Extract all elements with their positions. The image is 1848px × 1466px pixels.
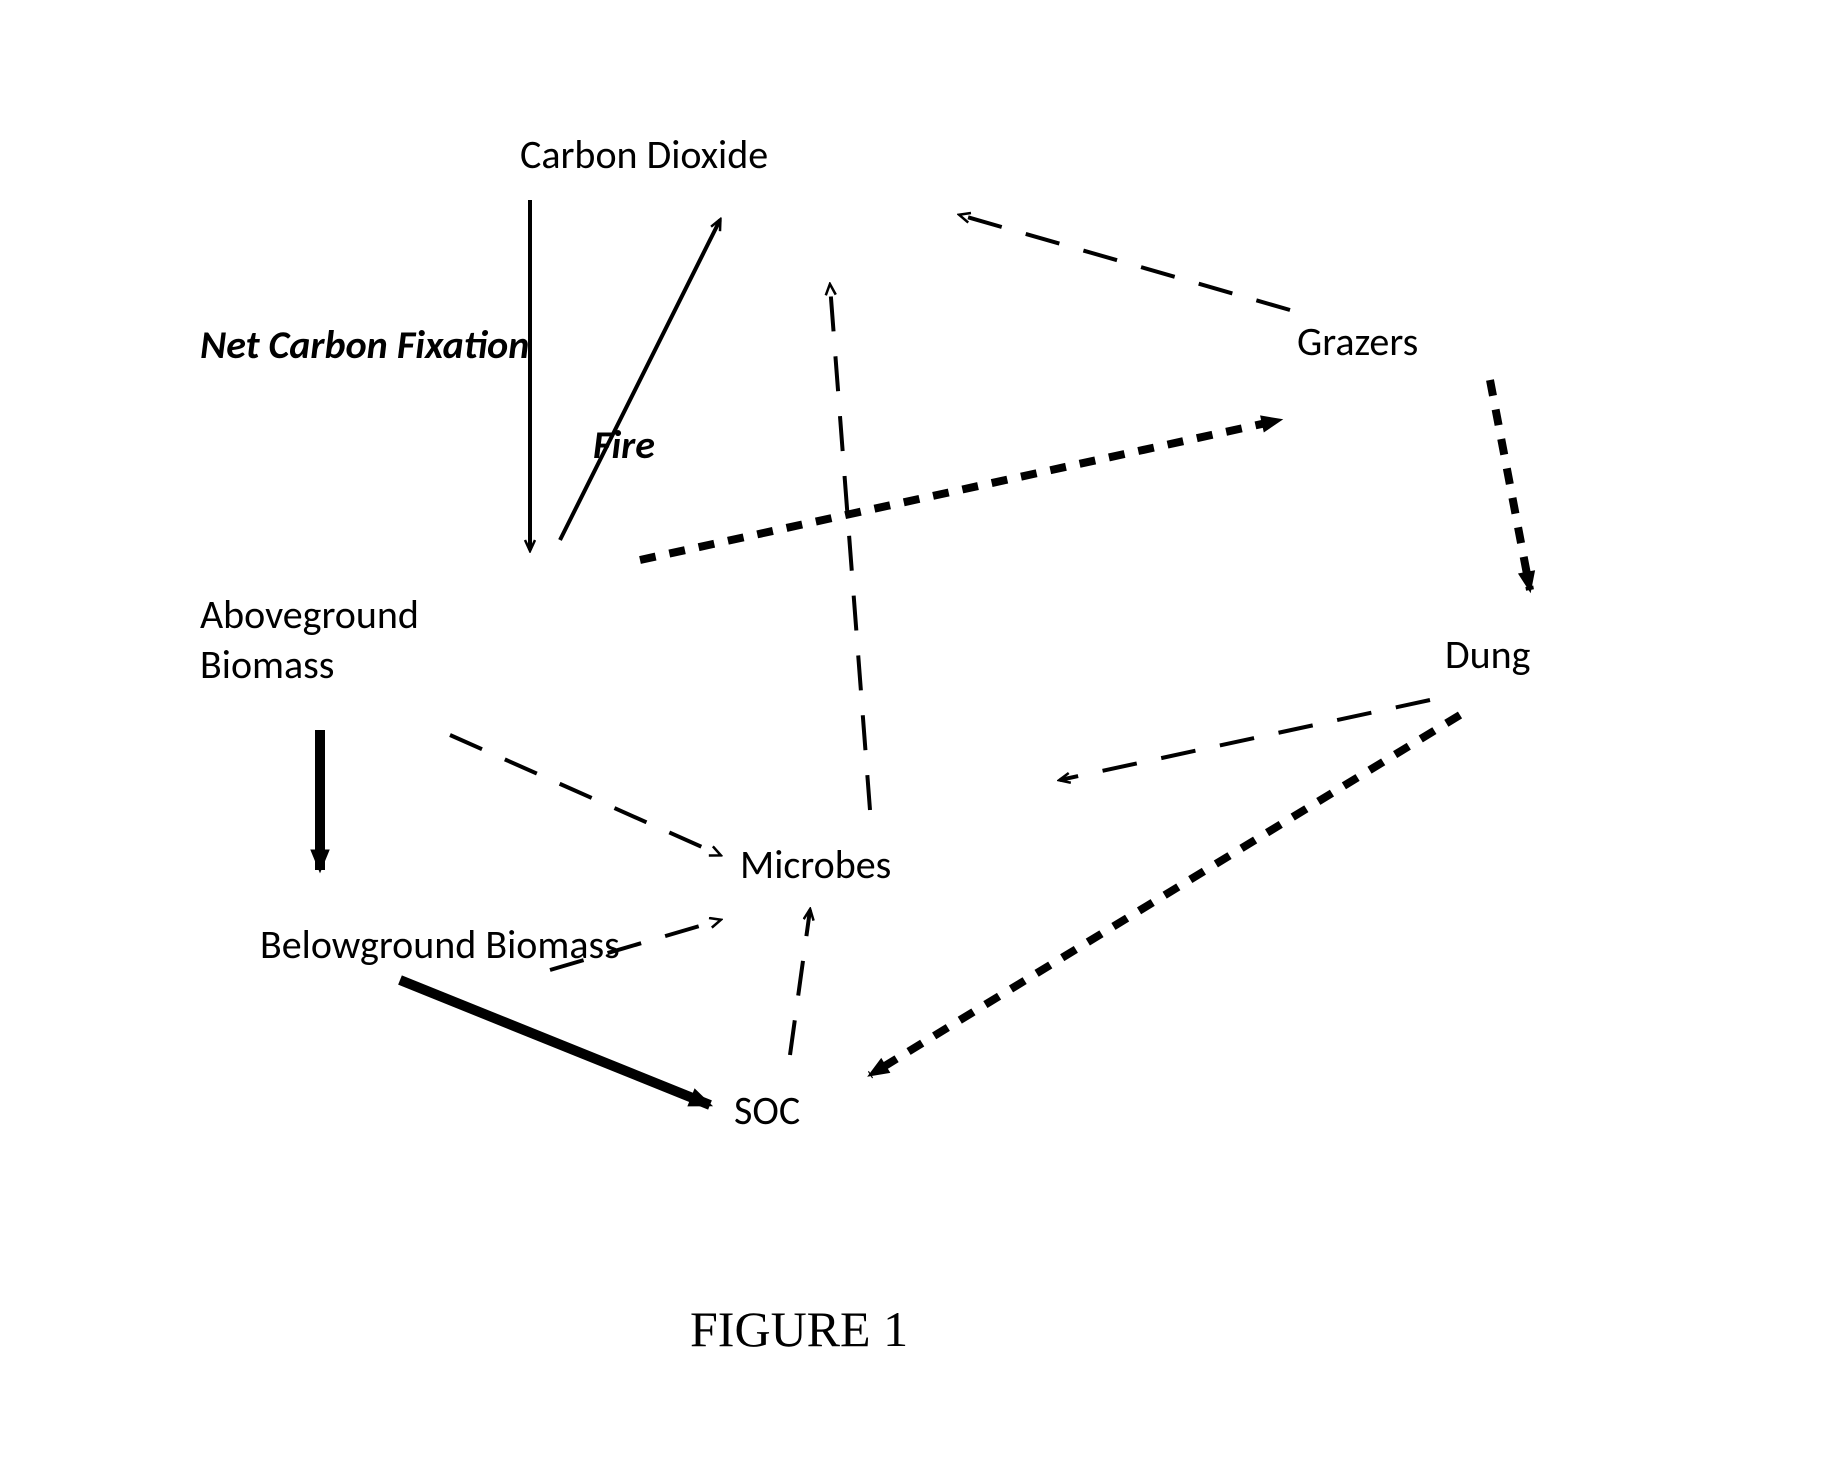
node-soc: SOC	[734, 1086, 800, 1135]
node-grazers: Grazers	[1297, 317, 1418, 366]
node-dung: Dung	[1445, 630, 1530, 679]
node-ncf: Net Carbon Fixation	[200, 320, 529, 369]
node-bgb: Belowground Biomass	[260, 920, 620, 969]
edge-agb-to-grazers	[640, 420, 1280, 560]
edge-soc-to-microbes	[790, 910, 810, 1055]
node-microbes: Microbes	[740, 840, 891, 889]
diagram-canvas: Carbon Dioxide Net Carbon Fixation Fire Gra…	[0, 0, 1848, 1466]
arrow-layer	[0, 0, 1848, 1466]
figure-label: FIGURE 1	[690, 1300, 908, 1358]
edge-microbes-to-co2	[830, 285, 870, 810]
edge-agb-to-microbes	[450, 735, 720, 855]
edge-grazers-to-co2	[960, 215, 1290, 310]
node-fire: Fire	[593, 420, 655, 469]
edge-dung-to-soc	[870, 715, 1460, 1075]
node-agb2: Biomass	[200, 640, 334, 689]
edge-bgb-to-soc	[400, 980, 710, 1105]
node-co2: Carbon Dioxide	[520, 130, 768, 179]
node-agb1: Aboveground	[200, 590, 419, 639]
edge-agb-to-co2-fire	[560, 220, 720, 540]
edge-grazers-to-dung	[1490, 380, 1530, 590]
